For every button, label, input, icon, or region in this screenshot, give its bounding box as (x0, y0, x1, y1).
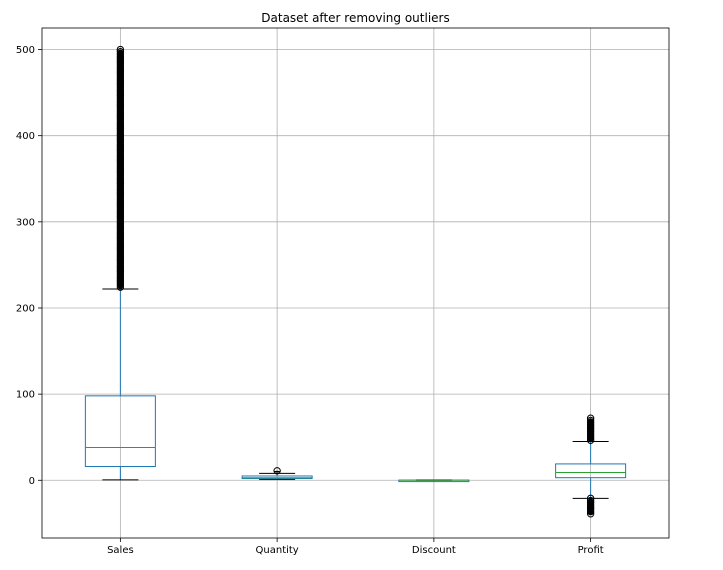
flier-point (586, 505, 595, 514)
axes: 0 100 200 300 400 500 Sales Quantity Discount Pro… (16, 45, 604, 556)
x-tick-label: Discount (412, 545, 456, 556)
y-tick-label: 200 (16, 303, 35, 314)
y-tick-label: 500 (16, 45, 35, 56)
box-quantity (241, 467, 313, 480)
y-tick-label: 0 (29, 476, 35, 487)
flier-point (586, 510, 595, 518)
grid (42, 28, 669, 538)
flier-point (116, 281, 125, 289)
flier-point (116, 283, 125, 291)
chart-title: Dataset after removing outliers (261, 11, 449, 25)
x-tick-label: Sales (107, 545, 134, 556)
flier-point (586, 434, 595, 442)
y-tick-label: 300 (16, 217, 35, 228)
y-tick-label: 400 (16, 131, 35, 142)
flier-point (586, 432, 595, 440)
plot-area-frame (41, 27, 670, 539)
box-discount (398, 479, 470, 483)
flier-point (116, 279, 125, 287)
boxes (84, 45, 627, 518)
x-tick-label: Profit (578, 545, 604, 556)
box-sales (84, 45, 156, 481)
flier-point (273, 467, 281, 475)
y-tick-label: 100 (16, 390, 35, 401)
box-profit (555, 414, 627, 518)
box-iqr (555, 463, 627, 479)
flier-point (586, 507, 595, 516)
box-iqr (84, 395, 156, 467)
flier-cluster (274, 470, 281, 473)
x-tick-label: Quantity (256, 545, 299, 556)
flier-point (586, 436, 595, 444)
